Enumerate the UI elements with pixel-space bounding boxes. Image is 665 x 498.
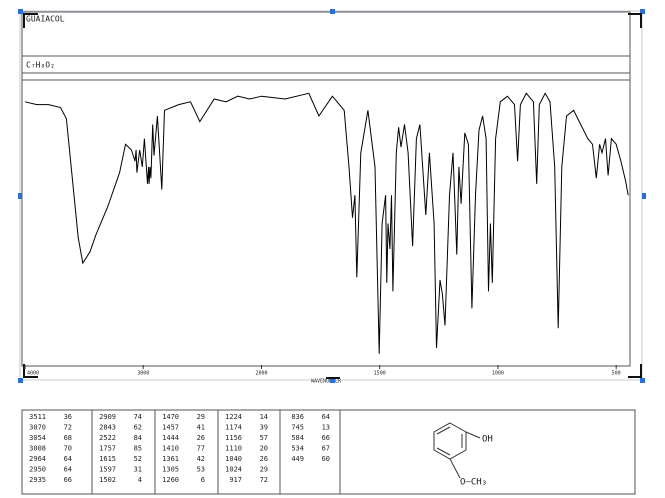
oh-label: OH — [482, 435, 493, 445]
peak-intensity: 64 — [64, 455, 72, 463]
peak-intensity: 41 — [197, 424, 205, 432]
peak-intensity: 77 — [197, 445, 205, 453]
peak-intensity: 29 — [260, 466, 268, 474]
peak-wavenumber: 534 — [291, 445, 304, 453]
peak-wavenumber: 2843 — [99, 424, 116, 432]
peak-wavenumber: 2935 — [29, 476, 46, 484]
peak-intensity: 85 — [134, 445, 142, 453]
peak-intensity: 70 — [64, 445, 72, 453]
peak-wavenumber: 917 — [229, 476, 242, 484]
peak-intensity: 60 — [322, 455, 330, 463]
peak-wavenumber: 1174 — [225, 424, 242, 432]
peak-intensity: 66 — [322, 434, 330, 442]
peak-wavenumber: 2950 — [29, 466, 46, 474]
peak-wavenumber: 1024 — [225, 466, 242, 474]
peak-wavenumber: 1040 — [225, 455, 242, 463]
peak-intensity: 66 — [64, 476, 72, 484]
peak-intensity: 42 — [197, 455, 205, 463]
x-tick-label: 4000 — [27, 371, 39, 377]
peak-wavenumber: 2909 — [99, 413, 116, 421]
peak-wavenumber: 1260 — [162, 476, 179, 484]
peak-intensity: 31 — [134, 466, 142, 474]
peak-intensity: 36 — [64, 413, 72, 421]
selection-handles[interactable] — [18, 9, 646, 383]
peak-wavenumber: 3054 — [29, 434, 46, 442]
x-axis-label: WAVENUMBER — [311, 379, 342, 385]
peak-intensity: 52 — [134, 455, 142, 463]
peak-wavenumber: 3511 — [29, 413, 46, 421]
peak-wavenumber: 1444 — [162, 434, 179, 442]
peak-wavenumber: 449 — [291, 455, 304, 463]
peak-wavenumber: 584 — [291, 434, 304, 442]
peak-wavenumber: 1156 — [225, 434, 242, 442]
peak-intensity: 74 — [134, 413, 142, 421]
peak-intensity: 53 — [197, 466, 205, 474]
peak-wavenumber: 1615 — [99, 455, 116, 463]
peak-intensity: 39 — [260, 424, 268, 432]
peak-intensity: 64 — [322, 413, 330, 421]
x-tick-label: 500 — [612, 371, 621, 377]
peak-intensity: 84 — [134, 434, 142, 442]
crop-marks — [23, 13, 642, 379]
peak-intensity: 72 — [64, 424, 72, 432]
peak-intensity: 20 — [260, 445, 268, 453]
peak-wavenumber: 745 — [291, 424, 304, 432]
peak-wavenumber: 1597 — [99, 466, 116, 474]
peak-intensity: 13 — [322, 424, 330, 432]
peak-wavenumber: 1470 — [162, 413, 179, 421]
peak-intensity: 26 — [197, 434, 205, 442]
peak-table-frame — [21, 409, 636, 495]
compound-name: GUAIACOL — [26, 15, 65, 24]
och3-label: O—CH₃ — [460, 478, 487, 488]
peak-intensity: 67 — [322, 445, 330, 453]
peak-wavenumber: 1110 — [225, 445, 242, 453]
peak-wavenumber: 3070 — [29, 424, 46, 432]
peak-intensity: 6 — [201, 476, 205, 484]
peak-intensity: 29 — [197, 413, 205, 421]
x-tick-label: 1000 — [492, 371, 504, 377]
peak-wavenumber: 1305 — [162, 466, 179, 474]
spectrum-frame — [21, 11, 631, 367]
peak-wavenumber: 3008 — [29, 445, 46, 453]
peak-wavenumber: 1757 — [99, 445, 116, 453]
x-tick-label: 1500 — [374, 371, 386, 377]
x-tick-label: 2000 — [255, 371, 267, 377]
peak-intensity: 68 — [64, 434, 72, 442]
peak-wavenumber: 1457 — [162, 424, 179, 432]
formula: C₇H₈O₂ — [26, 61, 55, 70]
structure — [433, 422, 481, 479]
peak-intensity: 4 — [138, 476, 142, 484]
peak-wavenumber: 836 — [291, 413, 304, 421]
peak-intensity: 72 — [260, 476, 268, 484]
peak-intensity: 62 — [134, 424, 142, 432]
peak-intensity: 14 — [260, 413, 268, 421]
peak-wavenumber: 2964 — [29, 455, 46, 463]
peak-wavenumber: 1361 — [162, 455, 179, 463]
peak-wavenumber: 1502 — [99, 476, 116, 484]
peak-wavenumber: 2522 — [99, 434, 116, 442]
peak-intensity: 26 — [260, 455, 268, 463]
peak-intensity: 64 — [64, 466, 72, 474]
peak-intensity: 57 — [260, 434, 268, 442]
peak-wavenumber: 1410 — [162, 445, 179, 453]
spectrum-line — [24, 92, 629, 354]
peak-wavenumber: 1224 — [225, 413, 242, 421]
x-tick-label: 3000 — [137, 371, 149, 377]
